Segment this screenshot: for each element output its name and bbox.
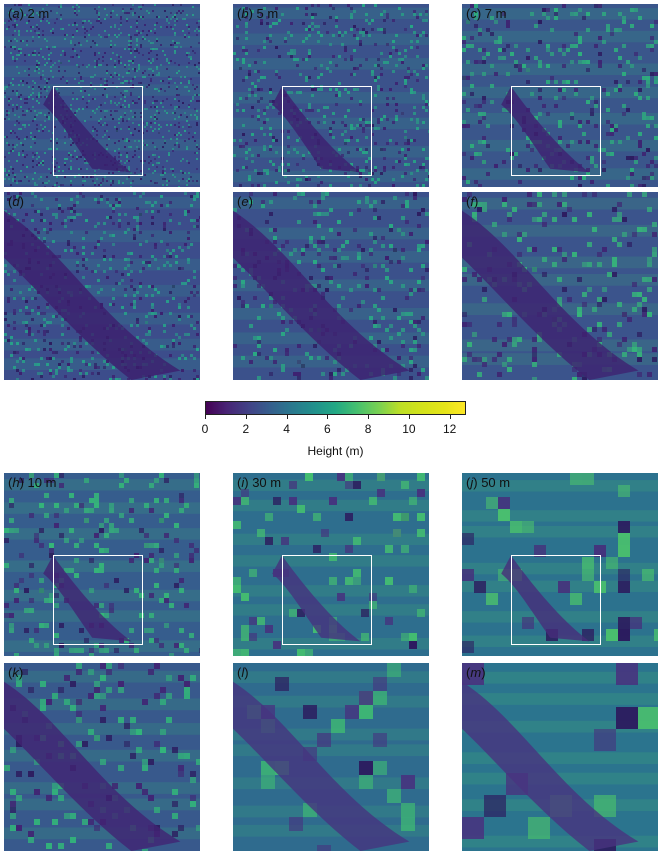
- zoom-box: [53, 555, 143, 645]
- zoom-box: [282, 86, 372, 176]
- colorbar-label: Height (m): [307, 444, 364, 458]
- colorbar-tick-label: 0: [201, 422, 209, 436]
- panel-label: (j) 50 m: [466, 475, 511, 490]
- colorbar-tick: [245, 415, 247, 419]
- height-map: [462, 192, 658, 380]
- panel-h: (h) 10 m: [4, 473, 200, 656]
- panel-m: (m): [462, 663, 658, 851]
- colorbar: [205, 401, 466, 415]
- height-map: [233, 473, 429, 656]
- panel-c: (c) 7 m: [462, 4, 658, 187]
- panel-k: (k): [4, 663, 200, 851]
- panel-label: (a) 2 m: [8, 6, 50, 21]
- height-map: [462, 4, 658, 187]
- panel-i: (i) 30 m: [233, 473, 429, 656]
- panel-l: (l): [233, 663, 429, 851]
- colorbar-tick-label: 12: [443, 422, 457, 436]
- height-map: [462, 663, 658, 851]
- colorbar-tick-label: 10: [402, 422, 416, 436]
- panel-d: (d): [4, 192, 200, 380]
- height-map: [4, 663, 200, 851]
- zoom-box: [511, 555, 601, 645]
- height-map: [233, 192, 429, 380]
- zoom-box: [511, 86, 601, 176]
- height-map: [4, 473, 200, 656]
- colorbar-tick: [408, 415, 410, 419]
- height-map: [4, 4, 200, 187]
- panel-label: (e): [237, 194, 253, 209]
- height-map: [4, 192, 200, 380]
- colorbar-tick: [449, 415, 451, 419]
- height-map: [233, 4, 429, 187]
- colorbar-tick-label: 8: [364, 422, 372, 436]
- panel-label: (h) 10 m: [8, 475, 57, 490]
- panel-f: (f): [462, 192, 658, 380]
- panel-b: (b) 5 m: [233, 4, 429, 187]
- zoom-box: [53, 86, 143, 176]
- colorbar-tick-label: 4: [283, 422, 290, 436]
- panel-label: (m): [466, 665, 486, 680]
- panel-label: (i) 30 m: [237, 475, 282, 490]
- panel-label: (f): [466, 194, 479, 209]
- panel-label: (b) 5 m: [237, 6, 279, 21]
- height-map: [233, 663, 429, 851]
- panel-label: (c) 7 m: [466, 6, 507, 21]
- panel-a: (a) 2 m: [4, 4, 200, 187]
- colorbar-tick: [286, 415, 288, 419]
- colorbar-tick-label: 2: [242, 422, 250, 436]
- height-map: [462, 473, 658, 656]
- colorbar-tick-label: 6: [324, 422, 331, 436]
- panel-j: (j) 50 m: [462, 473, 658, 656]
- panel-label: (d): [8, 194, 24, 209]
- panel-label: (l): [237, 665, 249, 680]
- zoom-box: [282, 555, 372, 645]
- panel-e: (e): [233, 192, 429, 380]
- panel-label: (k): [8, 665, 24, 680]
- colorbar-tick: [368, 415, 370, 419]
- colorbar-tick: [327, 415, 329, 419]
- colorbar-tick: [205, 415, 206, 419]
